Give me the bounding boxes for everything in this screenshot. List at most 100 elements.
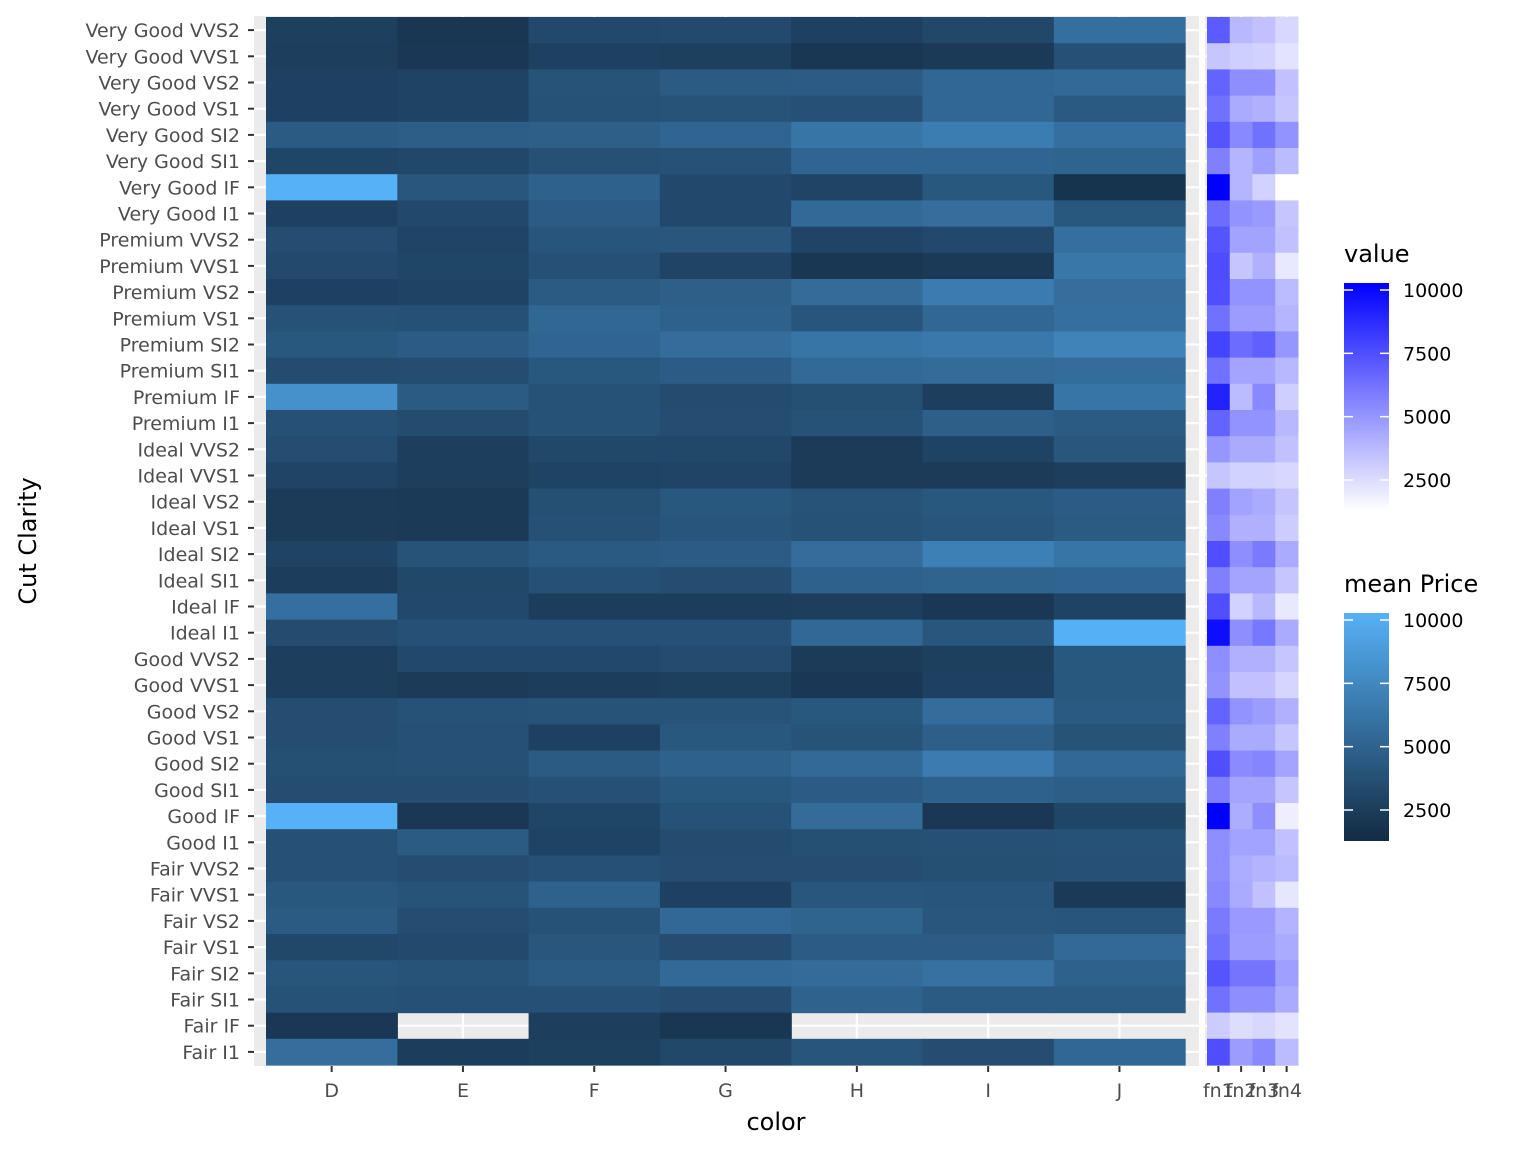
side-heatmap-cell bbox=[1229, 986, 1253, 1014]
side-heatmap-cell bbox=[1275, 436, 1299, 463]
heatmap-cell bbox=[528, 672, 661, 699]
side-heatmap-cell bbox=[1207, 200, 1231, 228]
side-heatmap-cell bbox=[1252, 226, 1276, 254]
legend-colorbar bbox=[1344, 283, 1389, 511]
heatmap-cell bbox=[791, 383, 924, 411]
heatmap-cell bbox=[266, 960, 398, 987]
heatmap-cell bbox=[528, 829, 661, 856]
y-tick-label: Premium VVS1 bbox=[99, 256, 240, 278]
heatmap-cell bbox=[397, 855, 530, 883]
heatmap-cell bbox=[791, 645, 924, 673]
heatmap-cell bbox=[791, 148, 924, 175]
heatmap-cell bbox=[528, 174, 661, 201]
side-heatmap-cell bbox=[1229, 619, 1253, 647]
heatmap-cell bbox=[791, 174, 924, 201]
side-heatmap-cell bbox=[1252, 305, 1276, 332]
heatmap-cell bbox=[791, 855, 924, 883]
y-tick-label: Very Good I1 bbox=[118, 204, 240, 226]
heatmap-cell bbox=[1053, 907, 1186, 935]
side-heatmap-cell bbox=[1252, 724, 1276, 752]
heatmap-cell bbox=[528, 331, 661, 359]
heatmap-cell bbox=[922, 776, 1055, 804]
heatmap-cell bbox=[528, 750, 661, 778]
heatmap-cell bbox=[659, 488, 792, 516]
side-heatmap-cell bbox=[1207, 331, 1231, 359]
heatmap-cell bbox=[659, 698, 792, 725]
side-heatmap-cell bbox=[1252, 619, 1276, 647]
side-heatmap-cell bbox=[1252, 252, 1276, 280]
legend-tick-label: 10000 bbox=[1403, 610, 1463, 632]
heatmap-cell bbox=[528, 986, 661, 1014]
heatmap-cell bbox=[266, 17, 398, 44]
side-heatmap-cell bbox=[1229, 776, 1253, 804]
heatmap-cell bbox=[1053, 1038, 1186, 1066]
heatmap-cell bbox=[1053, 17, 1186, 44]
side-heatmap-cell bbox=[1229, 645, 1253, 673]
heatmap-cell bbox=[397, 410, 530, 437]
heatmap-cell bbox=[791, 698, 924, 725]
side-heatmap-cell bbox=[1207, 174, 1231, 201]
heatmap-cell bbox=[1053, 776, 1186, 804]
heatmap-cell bbox=[397, 593, 530, 621]
side-heatmap-cell bbox=[1229, 855, 1253, 883]
heatmap-cell bbox=[397, 907, 530, 935]
side-heatmap-cell bbox=[1275, 645, 1299, 673]
side-heatmap-cell bbox=[1229, 593, 1253, 621]
side-heatmap-cell bbox=[1252, 95, 1276, 123]
side-heatmap-cell bbox=[1229, 436, 1253, 463]
heatmap-cell bbox=[659, 803, 792, 830]
heatmap-cell bbox=[659, 514, 792, 542]
heatmap-cell bbox=[659, 95, 792, 123]
heatmap-cell bbox=[922, 934, 1055, 961]
heatmap-cell bbox=[397, 1038, 530, 1066]
heatmap-cell bbox=[266, 200, 398, 228]
side-heatmap-cell bbox=[1252, 881, 1276, 909]
heatmap-cell bbox=[791, 986, 924, 1014]
heatmap-cell bbox=[1053, 750, 1186, 778]
heatmap-cell bbox=[791, 305, 924, 332]
heatmap-cell bbox=[922, 383, 1055, 411]
side-heatmap-cell bbox=[1275, 567, 1299, 594]
heatmap-cell bbox=[1053, 593, 1186, 621]
heatmap-cell bbox=[659, 541, 792, 568]
side-heatmap-cell bbox=[1252, 200, 1276, 228]
side-heatmap-cell bbox=[1275, 960, 1299, 987]
heatmap-cell bbox=[659, 881, 792, 909]
side-heatmap-cell bbox=[1207, 279, 1231, 306]
side-heatmap-cell bbox=[1275, 69, 1299, 97]
heatmap-cell bbox=[1053, 960, 1186, 987]
heatmap-cell bbox=[791, 200, 924, 228]
heatmap-cell bbox=[659, 960, 792, 987]
side-heatmap-cell bbox=[1275, 1038, 1299, 1066]
side-heatmap-panel bbox=[1205, 16, 1299, 1066]
side-heatmap-cell bbox=[1207, 698, 1231, 725]
side-heatmap-cell bbox=[1275, 17, 1299, 44]
heatmap-cell bbox=[1053, 436, 1186, 463]
side-heatmap-cell bbox=[1229, 226, 1253, 254]
y-tick-label: Ideal SI1 bbox=[158, 570, 240, 592]
side-heatmap-cell bbox=[1207, 1012, 1231, 1040]
y-tick-label: Fair IF bbox=[184, 1016, 241, 1038]
heatmap-cell bbox=[791, 514, 924, 542]
y-tick-label: Very Good IF bbox=[119, 177, 240, 199]
heatmap-cell bbox=[1053, 95, 1186, 123]
heatmap-cell bbox=[1053, 174, 1186, 201]
heatmap-cell bbox=[528, 776, 661, 804]
side-heatmap-cell bbox=[1229, 724, 1253, 752]
heatmap-cell bbox=[528, 200, 661, 228]
x-tick-label: G bbox=[718, 1080, 733, 1102]
side-heatmap-cell bbox=[1207, 95, 1231, 123]
heatmap-cell bbox=[266, 43, 398, 70]
heatmap-cell bbox=[1053, 331, 1186, 359]
heatmap-cell bbox=[528, 567, 661, 594]
side-heatmap-cell bbox=[1275, 829, 1299, 856]
heatmap-cell bbox=[922, 436, 1055, 463]
x-axis: D E F G H I J bbox=[324, 1066, 1122, 1102]
side-heatmap-cell bbox=[1275, 357, 1299, 385]
heatmap-cell bbox=[922, 829, 1055, 856]
side-heatmap-cell bbox=[1207, 803, 1231, 830]
heatmap-cell bbox=[397, 226, 530, 254]
heatmap-cell bbox=[266, 776, 398, 804]
heatmap-cell bbox=[528, 803, 661, 830]
